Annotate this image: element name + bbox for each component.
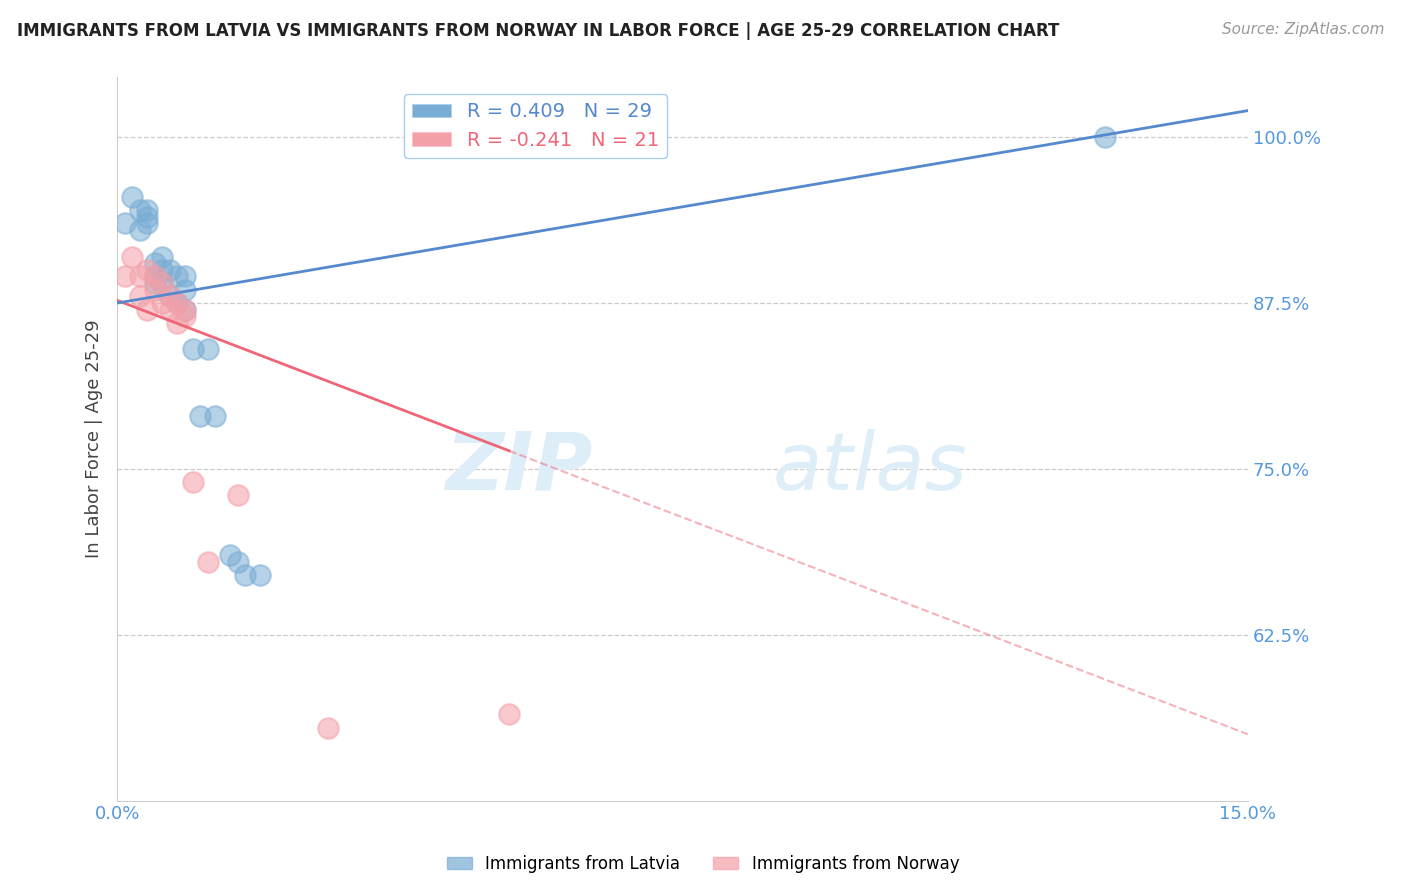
Point bbox=[128, 269, 150, 284]
Point bbox=[1094, 130, 1116, 145]
Text: Source: ZipAtlas.com: Source: ZipAtlas.com bbox=[1222, 22, 1385, 37]
Point bbox=[204, 409, 226, 423]
Point bbox=[152, 263, 174, 277]
Point bbox=[136, 302, 159, 317]
Point bbox=[159, 302, 181, 317]
Point bbox=[249, 568, 271, 582]
Point bbox=[143, 283, 166, 297]
Point bbox=[136, 210, 159, 224]
Legend: Immigrants from Latvia, Immigrants from Norway: Immigrants from Latvia, Immigrants from … bbox=[440, 848, 966, 880]
Point bbox=[159, 289, 181, 303]
Point bbox=[174, 283, 197, 297]
Point bbox=[128, 289, 150, 303]
Point bbox=[143, 269, 166, 284]
Point bbox=[181, 343, 204, 357]
Point bbox=[159, 263, 181, 277]
Point bbox=[166, 296, 188, 310]
Point bbox=[166, 269, 188, 284]
Point bbox=[226, 555, 249, 569]
Point bbox=[152, 276, 174, 290]
Point bbox=[174, 310, 197, 324]
Point bbox=[174, 269, 197, 284]
Point bbox=[136, 263, 159, 277]
Point bbox=[197, 555, 219, 569]
Point bbox=[181, 475, 204, 490]
Point bbox=[136, 216, 159, 230]
Point bbox=[166, 316, 188, 330]
Point bbox=[226, 488, 249, 502]
Point bbox=[121, 250, 143, 264]
Text: atlas: atlas bbox=[773, 429, 967, 507]
Legend: R = 0.409   N = 29, R = -0.241   N = 21: R = 0.409 N = 29, R = -0.241 N = 21 bbox=[405, 95, 666, 158]
Point bbox=[159, 289, 181, 303]
Point bbox=[174, 302, 197, 317]
Point bbox=[114, 216, 136, 230]
Point bbox=[197, 343, 219, 357]
Point bbox=[114, 269, 136, 284]
Point bbox=[166, 296, 188, 310]
Point bbox=[498, 707, 520, 722]
Point bbox=[121, 190, 143, 204]
Point bbox=[219, 548, 242, 562]
Text: IMMIGRANTS FROM LATVIA VS IMMIGRANTS FROM NORWAY IN LABOR FORCE | AGE 25-29 CORR: IMMIGRANTS FROM LATVIA VS IMMIGRANTS FRO… bbox=[17, 22, 1059, 40]
Point bbox=[128, 203, 150, 218]
Point bbox=[152, 250, 174, 264]
Y-axis label: In Labor Force | Age 25-29: In Labor Force | Age 25-29 bbox=[86, 319, 103, 558]
Point bbox=[136, 203, 159, 218]
Point bbox=[152, 296, 174, 310]
Point bbox=[188, 409, 211, 423]
Point bbox=[143, 256, 166, 270]
Point bbox=[143, 276, 166, 290]
Point bbox=[152, 276, 174, 290]
Point bbox=[143, 269, 166, 284]
Text: ZIP: ZIP bbox=[444, 429, 592, 507]
Point bbox=[233, 568, 256, 582]
Point bbox=[316, 721, 339, 735]
Point bbox=[128, 223, 150, 237]
Point bbox=[174, 302, 197, 317]
